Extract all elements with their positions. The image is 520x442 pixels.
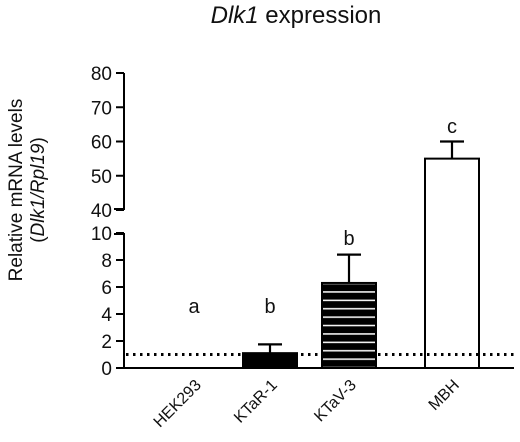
- chart-title-rest: expression: [258, 2, 382, 29]
- y-tick-label: 70: [91, 98, 112, 119]
- chart-title: Dlk1 expression: [36, 2, 520, 30]
- y-tick-label: 0: [101, 359, 112, 380]
- significance-letter: c: [447, 116, 457, 138]
- y-tick-label: 50: [91, 167, 112, 188]
- x-tick-label: KTaV-3: [311, 377, 360, 426]
- significance-letter: b: [343, 228, 354, 250]
- chart-title-gene: Dlk1: [210, 2, 259, 29]
- bar-mbh: [424, 157, 480, 369]
- bar-ktav-3: [321, 281, 377, 370]
- x-tick-label: MBH: [426, 377, 463, 414]
- y-tick-label: 80: [91, 64, 112, 85]
- y-tick-label: 8: [101, 251, 112, 272]
- significance-letter: a: [188, 296, 200, 318]
- y-tick-label: 6: [101, 278, 112, 299]
- x-tick-label: HEK293: [151, 377, 205, 431]
- y-tick-label: 60: [91, 133, 112, 154]
- x-tick-label: KTaR-1: [231, 377, 281, 427]
- significance-letter: b: [264, 296, 275, 318]
- y-tick-label: 10: [91, 224, 112, 245]
- y-tick-label: 40: [91, 201, 112, 222]
- y-tick-label: 4: [101, 305, 112, 326]
- y-tick-label: 2: [101, 332, 112, 353]
